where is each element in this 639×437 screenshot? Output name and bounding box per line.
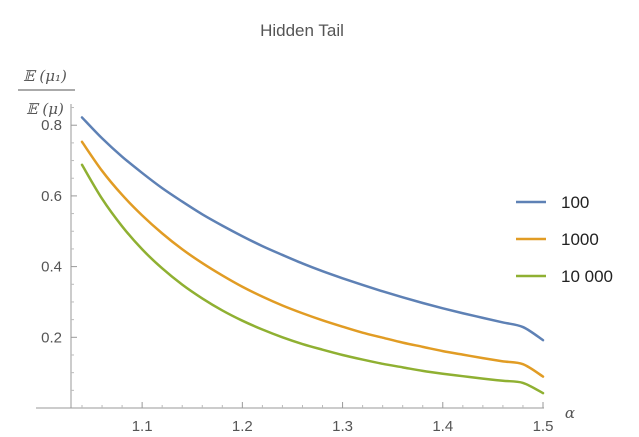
- series-line-3: [80, 163, 545, 395]
- legend-label-1: 100: [561, 193, 589, 212]
- y-tick-label: 0.6: [41, 188, 62, 205]
- x-tick-label: 1.3: [332, 418, 353, 435]
- legend: 100 1000 10 000: [516, 193, 613, 286]
- series-line-1: [80, 116, 545, 342]
- y-axis-label-numerator: 𝔼 (μ₁): [23, 67, 67, 85]
- series-lines: [80, 116, 545, 395]
- y-ticks: 0.2 0.4 0.6 0.8: [41, 107, 77, 391]
- legend-label-2: 1000: [561, 230, 599, 249]
- y-axis-label: 𝔼 (μ₁) 𝔼 (μ): [18, 67, 75, 118]
- chart-title: Hidden Tail: [260, 21, 344, 40]
- y-tick-label: 0.8: [41, 117, 62, 134]
- x-ticks: 1.1 1.2 1.3 1.4 1.5: [81, 402, 554, 435]
- x-tick-label: 1.4: [432, 418, 453, 435]
- x-tick-label: 1.1: [132, 418, 153, 435]
- y-tick-label: 0.2: [41, 329, 62, 346]
- x-axis-label: α: [565, 404, 575, 422]
- x-tick-label: 1.5: [533, 418, 554, 435]
- y-tick-label: 0.4: [41, 259, 62, 276]
- x-tick-label: 1.2: [232, 418, 253, 435]
- y-axis-label-denominator: 𝔼 (μ): [26, 100, 64, 118]
- legend-label-3: 10 000: [561, 267, 613, 286]
- series-line-2: [80, 140, 545, 378]
